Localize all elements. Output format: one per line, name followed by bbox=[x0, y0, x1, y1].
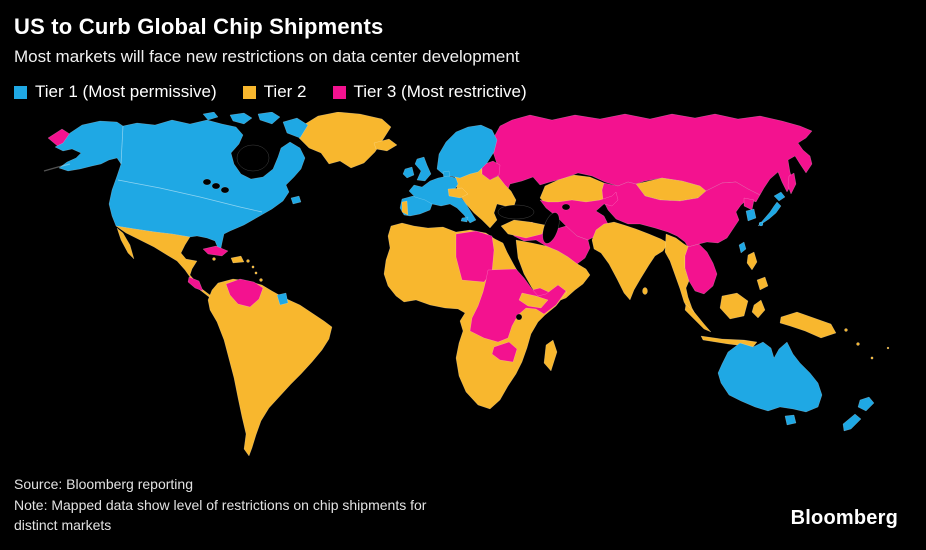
legend-label-tier1: Tier 1 (Most permissive) bbox=[35, 82, 217, 101]
aleutian-islands bbox=[43, 163, 71, 172]
bloomberg-logo: Bloomberg bbox=[790, 507, 898, 529]
region-taiwan bbox=[738, 241, 747, 254]
region-tasmania bbox=[784, 414, 797, 426]
world-map-svg bbox=[43, 111, 890, 457]
region-sri-lanka bbox=[642, 287, 648, 295]
region-japan-hokkaido bbox=[773, 191, 786, 202]
region-philippines-mindanao bbox=[756, 276, 769, 291]
region-west-europe bbox=[408, 175, 477, 224]
footer: Source: Bloomberg reporting Note: Mapped… bbox=[14, 474, 426, 535]
region-belarus bbox=[481, 160, 501, 181]
region-alpine-pocket bbox=[447, 187, 469, 199]
region-japan-kyushu bbox=[758, 221, 764, 227]
hudson-bay bbox=[236, 144, 270, 172]
region-sulawesi bbox=[751, 299, 766, 319]
alaska-canada-border bbox=[120, 125, 124, 165]
black-sea bbox=[497, 204, 535, 220]
region-australia bbox=[717, 341, 823, 413]
chart-header: US to Curb Global Chip Shipments Most ma… bbox=[14, 14, 912, 102]
us-canada-border bbox=[117, 179, 263, 213]
region-pacific-island-2 bbox=[856, 342, 860, 346]
region-scandinavia bbox=[436, 124, 498, 179]
region-newfoundland bbox=[290, 195, 302, 205]
region-arctic-island-3 bbox=[202, 111, 219, 121]
region-cuba bbox=[202, 245, 229, 257]
lake-victoria bbox=[515, 313, 523, 321]
note-text: Note: Mapped data show level of restrict… bbox=[14, 497, 427, 533]
tier2-swatch bbox=[242, 85, 256, 99]
region-ethiopia bbox=[518, 292, 549, 309]
legend-item-tier1: Tier 1 (Most permissive) bbox=[14, 82, 217, 102]
legend-label-tier2: Tier 2 bbox=[263, 82, 307, 101]
region-french-guiana bbox=[276, 292, 289, 306]
world-map bbox=[0, 111, 926, 472]
region-baja-california bbox=[116, 227, 135, 260]
region-south-america bbox=[207, 278, 333, 457]
tier3-swatch bbox=[332, 85, 346, 99]
great-lake-2 bbox=[211, 182, 221, 190]
region-arabia bbox=[515, 239, 591, 304]
region-arctic-island-2 bbox=[257, 111, 281, 125]
legend: Tier 1 (Most permissive) Tier 2 Tier 3 (… bbox=[14, 82, 912, 102]
region-philippines-luzon bbox=[746, 251, 758, 271]
region-nicaragua bbox=[187, 276, 204, 292]
region-north-america bbox=[54, 119, 306, 254]
great-lake-3 bbox=[220, 186, 230, 194]
caspian-sea bbox=[542, 212, 560, 244]
region-myanmar-thailand-malay bbox=[664, 233, 698, 318]
legend-item-tier2: Tier 2 bbox=[242, 82, 307, 102]
region-sakhalin bbox=[787, 172, 797, 195]
region-china bbox=[601, 181, 761, 248]
region-ireland bbox=[402, 166, 415, 179]
region-new-zealand-south bbox=[842, 413, 862, 432]
aral-sea bbox=[561, 203, 571, 211]
region-trinidad bbox=[259, 278, 263, 282]
region-puerto-rico bbox=[246, 259, 250, 263]
region-indochina bbox=[684, 243, 718, 295]
region-central-asia bbox=[539, 191, 619, 241]
chart-subtitle: Most markets will face new restrictions … bbox=[14, 47, 520, 66]
chart-title: US to Curb Global Chip Shipments bbox=[14, 14, 384, 39]
legend-label-tier3: Tier 3 (Most restrictive) bbox=[353, 82, 527, 101]
region-madagascar bbox=[543, 339, 558, 372]
region-new-zealand-north bbox=[857, 396, 875, 412]
region-sicily bbox=[460, 216, 469, 223]
region-sudan-horn-congo bbox=[469, 268, 567, 343]
region-india-pakistan bbox=[591, 221, 669, 301]
tier1-swatch bbox=[14, 85, 27, 99]
region-jamaica bbox=[212, 257, 216, 261]
region-arctic-island-1 bbox=[229, 112, 253, 125]
region-pacific-island-4 bbox=[886, 346, 890, 350]
region-baffin-island bbox=[282, 117, 309, 139]
region-greenland bbox=[298, 111, 392, 169]
region-uk bbox=[414, 156, 432, 182]
region-iceland bbox=[373, 138, 398, 152]
region-borneo bbox=[719, 292, 749, 320]
great-lake-1 bbox=[202, 178, 212, 186]
legend-item-tier3: Tier 3 (Most restrictive) bbox=[332, 82, 527, 102]
region-eastern-europe bbox=[454, 161, 517, 229]
region-new-guinea bbox=[779, 311, 837, 339]
region-venezuela bbox=[225, 278, 264, 308]
source-text: Source: Bloomberg reporting bbox=[14, 476, 193, 492]
region-pacific-island-3 bbox=[870, 356, 874, 360]
region-pacific-island-1 bbox=[844, 328, 848, 332]
region-sumatra bbox=[684, 303, 712, 333]
region-lesser-antilles-2 bbox=[254, 271, 258, 275]
region-south-korea bbox=[745, 208, 757, 222]
region-portugal bbox=[401, 200, 409, 216]
region-java bbox=[700, 335, 758, 348]
region-zimbabwe bbox=[491, 341, 518, 363]
region-north-korea bbox=[743, 197, 755, 211]
region-hispaniola bbox=[230, 255, 245, 264]
region-lesser-antilles-1 bbox=[251, 265, 255, 269]
